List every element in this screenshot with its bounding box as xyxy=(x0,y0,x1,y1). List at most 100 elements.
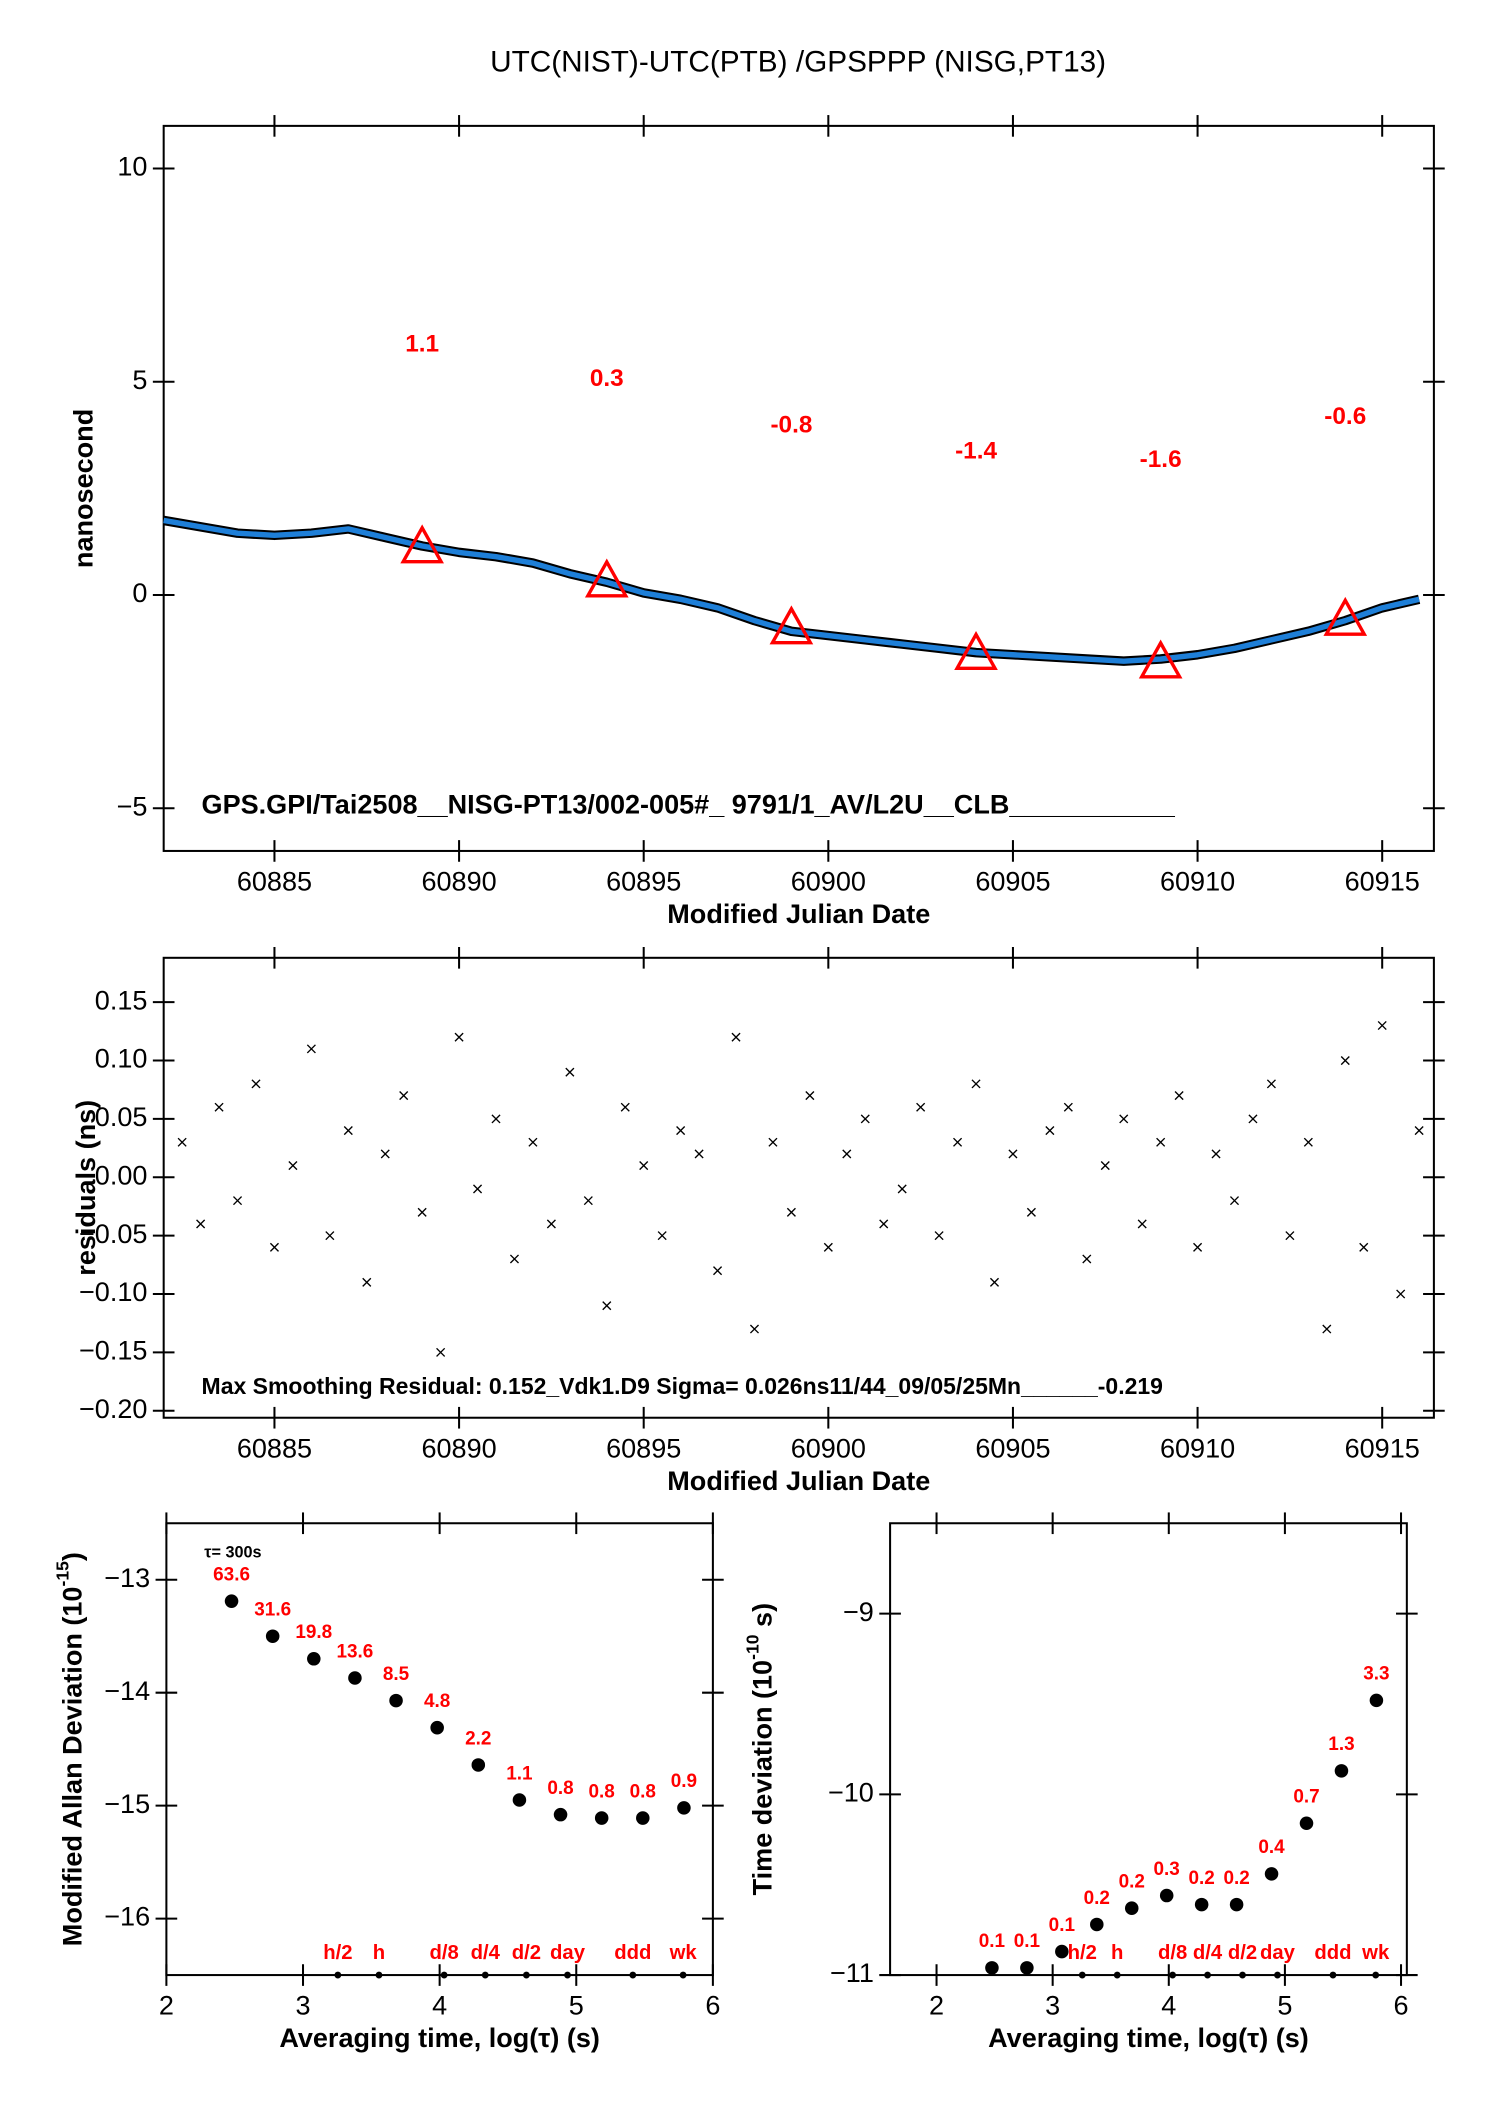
residual-point xyxy=(1229,1196,1240,1206)
time-mark xyxy=(1113,1971,1121,1979)
residual-point xyxy=(380,1149,390,1159)
time-mark xyxy=(1204,1971,1211,1979)
y-tick-label: 0.05 xyxy=(95,1102,148,1132)
point xyxy=(636,1811,650,1825)
residual-point xyxy=(842,1149,852,1159)
time-mark-label: day xyxy=(550,1942,586,1964)
residual-point xyxy=(343,1126,353,1136)
residual-point xyxy=(860,1114,870,1124)
point-label: 0.4 xyxy=(1258,1837,1285,1858)
line-outline xyxy=(162,515,1421,666)
residual-point xyxy=(1266,1079,1276,1089)
y-tick-label: 10 xyxy=(117,152,147,182)
x-axis-label: Modified Julian Date xyxy=(667,899,930,929)
point xyxy=(1055,1944,1069,1959)
point-label: 0.7 xyxy=(1293,1787,1319,1808)
residual-point xyxy=(1082,1254,1092,1264)
time-mark xyxy=(1078,1971,1086,1979)
marker-label: 1.1 xyxy=(405,331,439,358)
plot-frame xyxy=(162,956,1435,1419)
x-axis-label: Modified Julian Date xyxy=(667,1466,930,1496)
point-label: 8.5 xyxy=(383,1664,409,1685)
time-mark-label: h/2 xyxy=(323,1942,352,1964)
residual-point xyxy=(953,1137,963,1147)
residual-point xyxy=(528,1137,538,1147)
point xyxy=(307,1652,321,1666)
marker-label: -0.6 xyxy=(1324,403,1366,430)
x-tick-label: 60890 xyxy=(421,867,496,897)
x-tick-label: 2 xyxy=(929,1991,944,2021)
residual-point xyxy=(583,1196,593,1206)
residual-point xyxy=(1026,1207,1036,1217)
point xyxy=(1124,1901,1139,1915)
time-mark-label: h xyxy=(1111,1942,1123,1964)
time-mark xyxy=(1239,1971,1246,1979)
point-label: 31.6 xyxy=(254,1600,291,1621)
y-axis-label: Time deviation (10-10 s) xyxy=(742,1603,777,1895)
time-mark-label: ddd xyxy=(1314,1942,1351,1964)
point-label: 0.1 xyxy=(1049,1915,1075,1936)
point-label: 63.6 xyxy=(213,1564,250,1585)
residual-point xyxy=(897,1184,907,1194)
x-tick-label: 5 xyxy=(1277,1991,1292,2021)
residual-point xyxy=(989,1277,1000,1287)
y-tick-label: −14 xyxy=(104,1676,150,1706)
x-tick-label: 4 xyxy=(1161,1991,1176,2021)
residual-point xyxy=(546,1219,556,1229)
residual-point xyxy=(1377,1020,1387,1031)
point xyxy=(389,1693,403,1708)
x-tick-label: 60885 xyxy=(237,1433,312,1463)
point-label: 0.2 xyxy=(1188,1868,1214,1889)
plot-frame xyxy=(162,124,1435,852)
residual-point xyxy=(1211,1149,1221,1159)
x-tick-label: 60900 xyxy=(791,1433,866,1463)
y-axis-label-part: -15 xyxy=(52,1561,72,1587)
point-label: 0.2 xyxy=(1084,1888,1110,1909)
y-tick-label: 0.10 xyxy=(95,1044,148,1074)
chart-title: UTC(NIST)-UTC(PTB) /GPSPPP (NISG,PT13) xyxy=(490,46,1106,79)
y-axis-label-part: ) xyxy=(58,1552,88,1561)
residual-point xyxy=(1045,1126,1055,1136)
point-label: 0.1 xyxy=(979,1931,1005,1952)
residual-point xyxy=(1248,1114,1258,1124)
residual-point xyxy=(731,1032,741,1042)
x-tick-label: 60885 xyxy=(237,867,312,897)
time-mark-label: wk xyxy=(669,1942,698,1964)
residual-point xyxy=(916,1102,926,1112)
plot-frame xyxy=(165,1522,714,1977)
triangle-marker xyxy=(954,630,998,670)
marker-label: -1.6 xyxy=(1140,446,1182,473)
x-tick-label: 6 xyxy=(1394,1991,1409,2021)
line xyxy=(163,517,1420,664)
time-mark-label: d/8 xyxy=(429,1942,458,1964)
x-tick-label: 60895 xyxy=(606,867,681,897)
time-mark xyxy=(564,1971,571,1979)
point-label: 13.6 xyxy=(337,1641,374,1662)
point xyxy=(471,1758,486,1772)
point-label: 3.3 xyxy=(1363,1664,1389,1685)
point-label: 0.2 xyxy=(1223,1868,1249,1889)
residual-point xyxy=(177,1137,187,1147)
residual-point xyxy=(620,1102,630,1112)
y-tick-label: −0.10 xyxy=(79,1277,147,1307)
residual-point xyxy=(214,1102,224,1112)
time-mark-label: d/4 xyxy=(471,1942,501,1964)
marker-label: 0.3 xyxy=(590,365,624,392)
residual-point xyxy=(1414,1126,1424,1136)
x-tick-label: 60890 xyxy=(421,1433,496,1463)
y-tick-label: −5 xyxy=(117,791,148,821)
residual-point xyxy=(657,1231,667,1241)
y-tick-label: −11 xyxy=(830,1958,874,1988)
y-tick-label: −15 xyxy=(104,1789,150,1819)
time-mark xyxy=(481,1971,489,1979)
residual-point xyxy=(1119,1114,1129,1124)
y-tick-label: −0.20 xyxy=(79,1394,147,1424)
point-label: 0.1 xyxy=(1014,1931,1040,1952)
residual-point xyxy=(1193,1242,1203,1252)
point-label: 0.9 xyxy=(671,1771,697,1792)
point xyxy=(224,1594,239,1608)
point xyxy=(1194,1897,1209,1912)
residual-point xyxy=(1396,1289,1406,1299)
x-axis-label: Averaging time, log(τ) (s) xyxy=(279,2023,600,2053)
